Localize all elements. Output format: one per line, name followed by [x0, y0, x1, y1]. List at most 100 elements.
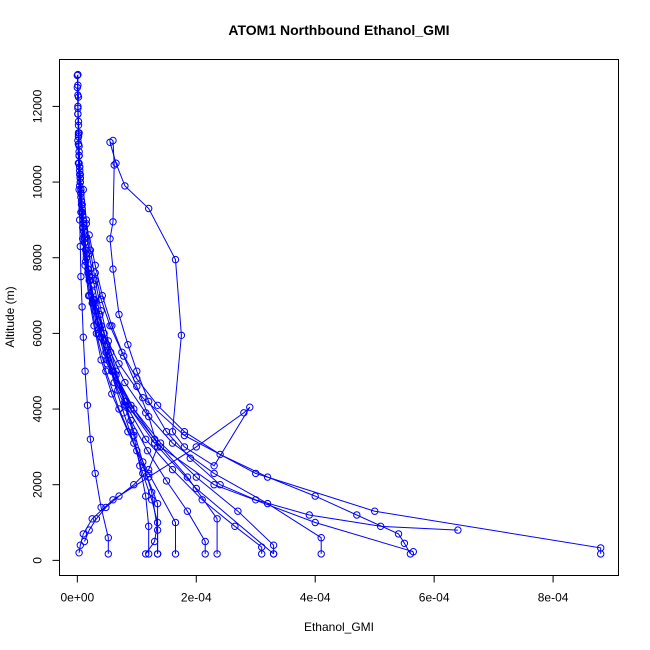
data-point	[74, 136, 82, 145]
data-point	[216, 481, 224, 489]
data-point	[90, 322, 98, 330]
data-point	[139, 469, 147, 478]
data-point	[153, 550, 162, 558]
data-point	[106, 322, 114, 330]
profile-series	[76, 178, 266, 558]
profile-line	[77, 74, 274, 555]
data-point	[142, 435, 150, 443]
y-tick-label: 2000	[31, 471, 45, 498]
data-point	[94, 318, 102, 326]
y-tick-label: 0	[31, 557, 45, 564]
data-point	[317, 534, 325, 542]
data-point	[78, 208, 86, 217]
data-point	[142, 492, 150, 500]
data-point	[213, 550, 221, 558]
data-point	[153, 526, 162, 534]
data-point	[145, 550, 153, 558]
data-point	[77, 272, 85, 281]
data-point	[74, 110, 82, 118]
data-point	[104, 550, 113, 558]
data-point	[394, 530, 403, 538]
data-point	[86, 435, 95, 443]
y-axis-title: Altitude (m)	[3, 286, 17, 347]
data-point	[78, 303, 86, 311]
data-point	[192, 484, 201, 493]
data-point	[82, 220, 91, 228]
data-point	[92, 515, 101, 523]
data-point	[74, 70, 82, 79]
data-point	[110, 378, 118, 387]
profile-line	[78, 163, 109, 554]
data-point	[73, 83, 82, 92]
data-point	[81, 367, 89, 375]
x-tick-label: 8e-04	[538, 591, 569, 605]
data-point	[145, 204, 153, 213]
profile-series	[91, 269, 415, 558]
data-point	[86, 246, 95, 254]
data-point	[376, 522, 385, 530]
profile-series	[106, 136, 462, 534]
data-point	[305, 511, 313, 519]
data-point	[192, 473, 201, 481]
profile-line	[76, 87, 602, 554]
data-point	[118, 348, 126, 356]
data-point	[133, 367, 141, 375]
data-point	[180, 428, 189, 436]
profile-series	[88, 288, 162, 558]
profile-line	[91, 291, 159, 555]
data-point	[121, 378, 129, 387]
data-point	[168, 439, 177, 447]
data-point	[133, 382, 141, 391]
x-tick-label: 2e-04	[181, 591, 212, 605]
data-point	[109, 218, 117, 226]
x-axis: 0e+00 2e-04 4e-04 6e-04 8e-04	[60, 575, 569, 605]
data-point	[201, 537, 209, 546]
data-point	[142, 550, 150, 558]
data-point	[102, 348, 110, 356]
profile-line	[85, 223, 150, 554]
data-point	[130, 481, 138, 489]
y-tick-label: 10000	[31, 165, 45, 199]
profile-line	[82, 189, 159, 554]
data-point	[79, 530, 88, 538]
profile-series	[74, 131, 278, 558]
data-point	[263, 473, 272, 481]
data-point	[180, 431, 189, 440]
data-point	[88, 288, 96, 296]
data-point	[90, 280, 98, 288]
data-point	[192, 443, 201, 451]
data-point	[130, 439, 138, 447]
data-point	[110, 161, 118, 169]
data-point	[246, 403, 254, 411]
data-point	[79, 333, 88, 341]
data-point	[153, 518, 162, 527]
x-tick-label: 6e-04	[419, 591, 450, 605]
data-point	[258, 550, 266, 558]
data-point	[145, 397, 153, 406]
data-point	[74, 159, 83, 167]
data-point	[317, 550, 325, 558]
y-tick-label: 8000	[31, 244, 45, 271]
data-point	[371, 507, 379, 515]
data-point	[210, 469, 218, 478]
data-point	[168, 465, 177, 474]
data-point	[153, 499, 162, 508]
data-point	[124, 428, 132, 436]
data-point	[177, 331, 186, 339]
data-point	[186, 454, 195, 462]
data-point	[183, 507, 192, 515]
data-point	[171, 255, 180, 264]
data-point	[148, 496, 156, 504]
data-point	[76, 163, 84, 171]
profile-series	[78, 204, 209, 558]
profile-series	[73, 71, 417, 556]
data-point	[145, 465, 153, 474]
x-tick-label: 0e+00	[60, 591, 94, 605]
x-tick-label: 4e-04	[300, 591, 331, 605]
data-point	[88, 515, 96, 523]
data-point	[85, 231, 93, 239]
data-point	[311, 518, 319, 527]
data-point	[183, 473, 192, 481]
data-point	[120, 409, 128, 417]
plot-area	[73, 70, 605, 558]
